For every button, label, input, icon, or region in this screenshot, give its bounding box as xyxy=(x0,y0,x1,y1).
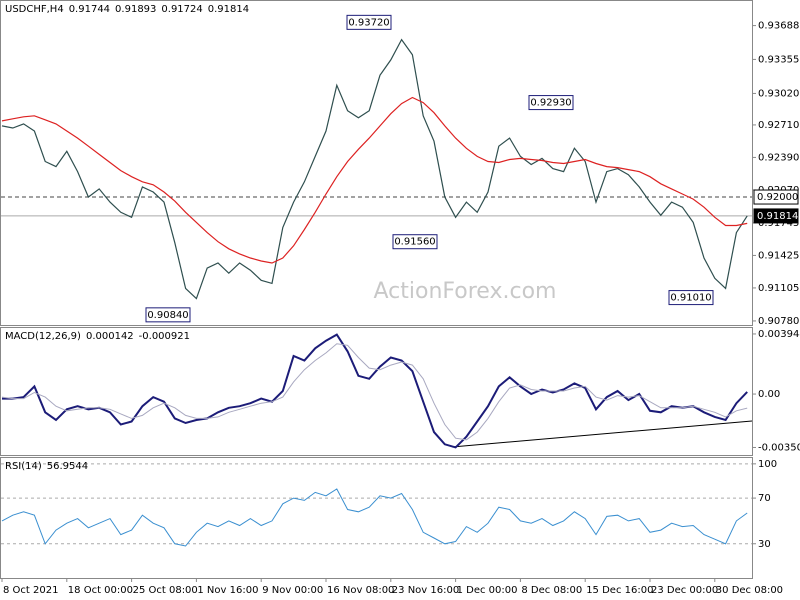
readout-value: -0.000921 xyxy=(139,331,190,342)
y-tick-label: 0.92390 xyxy=(758,152,799,163)
annotation-box xyxy=(528,95,574,111)
x-tick-label: 1 Dec 00:00 xyxy=(457,585,518,596)
series-line xyxy=(1,343,748,441)
panel-title: RSI(14) xyxy=(5,461,42,472)
series-line xyxy=(1,38,748,300)
x-tick-label: 23 Dec 00:00 xyxy=(651,585,718,596)
x-tick-label: 1 Nov 16:00 xyxy=(197,585,258,596)
series-line xyxy=(1,488,748,547)
macd-panel xyxy=(0,327,753,456)
x-tick-label: 23 Nov 16:00 xyxy=(392,585,459,596)
annotation-label: 0.91560 xyxy=(394,237,435,248)
y-tick-label: 0.91105 xyxy=(758,283,799,294)
x-tick-label: 15 Dec 16:00 xyxy=(586,585,653,596)
readout-value: 56.9544 xyxy=(47,461,88,472)
series-line xyxy=(1,96,748,264)
annotation-box xyxy=(145,307,191,323)
readout-value: 0.000142 xyxy=(86,331,134,342)
x-tick-label: 18 Oct 00:00 xyxy=(68,585,133,596)
rsi-panel xyxy=(0,457,753,579)
readout-value: 0.91814 xyxy=(208,4,249,15)
y-tick-label: 0.93688 xyxy=(758,21,799,32)
level-label: 0.91814 xyxy=(757,211,798,222)
annotation-box xyxy=(392,234,438,250)
series-line xyxy=(2,333,748,449)
y-tick-label: 0.003944 xyxy=(758,329,800,340)
x-tick-label: 8 Oct 2021 xyxy=(3,585,58,596)
annotation-label: 0.93720 xyxy=(348,17,389,28)
level-box xyxy=(753,189,799,205)
watermark: ActionForex.com xyxy=(374,279,557,304)
annotation-label: 0.92930 xyxy=(530,98,571,109)
y-tick-label: 0.90780 xyxy=(758,316,799,327)
readout-value: 0.91724 xyxy=(161,4,202,15)
panel-title: USDCHF,H4 xyxy=(5,4,64,15)
y-tick-label: 100 xyxy=(758,459,777,470)
price-panel xyxy=(0,0,753,326)
y-tick-label: 30 xyxy=(758,539,771,550)
y-tick-label: 0.00 xyxy=(758,389,780,400)
level-box xyxy=(753,208,799,224)
annotation-box xyxy=(668,290,714,306)
panel-title: MACD(12,26,9) xyxy=(5,331,81,342)
annotation-label: 0.91010 xyxy=(670,293,711,304)
y-tick-label: 0.91745 xyxy=(758,218,799,229)
x-tick-label: 8 Dec 08:00 xyxy=(521,585,582,596)
trend-line xyxy=(451,420,753,448)
y-tick-label: 0.93020 xyxy=(758,88,799,99)
x-tick-label: 25 Oct 08:00 xyxy=(133,585,198,596)
y-tick-label: 0.93355 xyxy=(758,54,799,65)
x-tick-label: 16 Nov 08:00 xyxy=(327,585,394,596)
readout-value: 0.91893 xyxy=(115,4,156,15)
x-tick-label: 30 Dec 08:00 xyxy=(716,585,783,596)
panel-header: RSI(14) 56.9544 xyxy=(5,461,88,472)
y-tick-label: 0.92710 xyxy=(758,120,799,131)
y-tick-label: 70 xyxy=(758,493,771,504)
readout-value: 0.91744 xyxy=(69,4,110,15)
y-tick-label: 0.91425 xyxy=(758,250,799,261)
level-label: 0.92000 xyxy=(757,192,798,203)
panel-header: MACD(12,26,9) 0.000142 -0.000921 xyxy=(5,331,190,342)
annotation-label: 0.90840 xyxy=(147,310,188,321)
x-tick-label: 9 Nov 00:00 xyxy=(262,585,323,596)
panel-header: USDCHF,H4 0.91744 0.91893 0.91724 0.91814 xyxy=(5,4,249,15)
y-tick-label: -0.003506 xyxy=(758,442,800,453)
annotation-box xyxy=(346,14,392,30)
